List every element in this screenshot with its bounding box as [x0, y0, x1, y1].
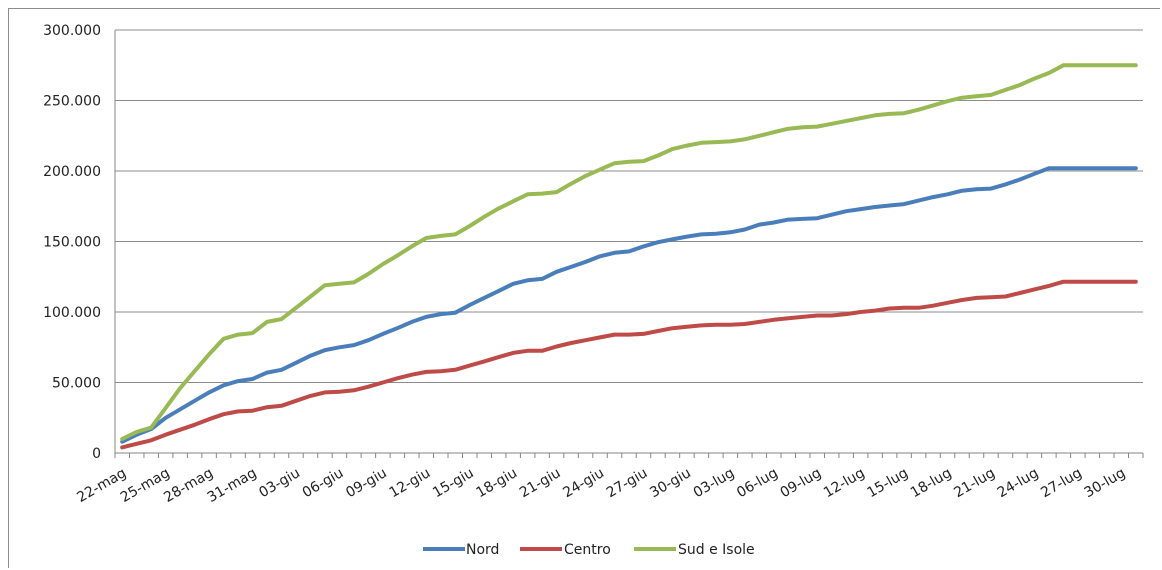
x-tick-label: 24-lug	[995, 465, 1042, 501]
y-tick-label: 100.000	[43, 305, 101, 321]
x-tick-label: 21-lug	[951, 465, 998, 501]
x-tick-label: 27-giu	[604, 465, 651, 501]
legend: Nord Centro Sud e Isole	[423, 542, 755, 558]
x-tick-label: 15-giu	[430, 465, 477, 501]
x-tick-label: 09-lug	[778, 465, 825, 501]
y-axis-ticks: 0 50.000 100.000 150.000 200.000 250.000 300.0…	[43, 23, 101, 462]
x-tick-label: 03-giu	[256, 465, 303, 501]
x-tick-label: 27-lug	[1038, 465, 1085, 501]
series-line-nord	[120, 166, 1138, 444]
x-tick-label: 21-giu	[517, 465, 564, 501]
x-tick-label: 12-lug	[821, 465, 868, 501]
y-tick-label: 0	[92, 446, 101, 462]
x-tick-label: 31-mag	[205, 465, 260, 506]
legend-label: Centro	[564, 542, 611, 558]
series-lines	[120, 63, 1138, 450]
y-tick-label: 200.000	[43, 164, 101, 180]
x-tick-label: 06-giu	[300, 465, 347, 501]
y-tick-label: 50.000	[52, 376, 101, 392]
series-line-sud-e-isole	[120, 63, 1138, 441]
y-tick-label: 250.000	[43, 94, 101, 110]
legend-label: Nord	[466, 542, 499, 558]
x-tick-label: 30-lug	[1082, 465, 1129, 501]
x-axis-ticks: 22-mag25-mag28-mag31-mag03-giu06-giu09-g…	[74, 453, 1144, 506]
x-tick-label: 09-giu	[343, 465, 390, 501]
x-tick-label: 30-giu	[647, 465, 694, 501]
x-tick-label: 24-giu	[560, 465, 607, 501]
gridlines	[114, 29, 1143, 454]
x-tick-label: 06-lug	[734, 465, 781, 501]
y-tick-label: 150.000	[43, 235, 101, 251]
x-tick-label: 22-mag	[74, 465, 129, 506]
x-tick-label: 03-lug	[691, 465, 738, 501]
legend-label: Sud e Isole	[678, 542, 755, 558]
x-tick-label: 18-giu	[474, 465, 521, 501]
x-tick-label: 12-giu	[387, 465, 434, 501]
x-tick-label: 25-mag	[118, 465, 173, 506]
x-tick-label: 18-lug	[908, 465, 955, 501]
y-tick-label: 300.000	[43, 23, 101, 39]
series-line-centro	[120, 279, 1138, 450]
x-tick-label: 28-mag	[161, 465, 216, 506]
chart-frame	[8, 8, 1160, 568]
x-tick-label: 15-lug	[864, 465, 911, 501]
